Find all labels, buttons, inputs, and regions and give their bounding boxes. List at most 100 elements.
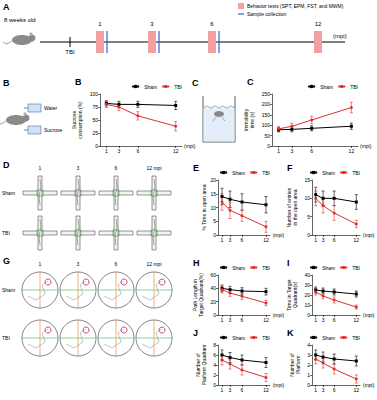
- svg-text:B: B: [3, 78, 10, 88]
- svg-text:12: 12: [263, 387, 269, 393]
- svg-text:(mpi): (mpi): [273, 312, 285, 318]
- svg-text:6: 6: [310, 148, 313, 154]
- svg-text:4: 4: [213, 362, 216, 368]
- svg-text:20: 20: [304, 292, 310, 298]
- svg-text:TBI: TBI: [350, 84, 358, 90]
- svg-text:1: 1: [39, 165, 42, 171]
- svg-text:Sample collection: Sample collection: [247, 11, 286, 17]
- svg-text:C: C: [247, 77, 254, 87]
- svg-text:1: 1: [221, 237, 224, 243]
- svg-text:100: 100: [90, 91, 99, 97]
- svg-text:(mpi): (mpi): [333, 33, 347, 39]
- svg-text:6: 6: [241, 387, 244, 393]
- svg-text:Sham: Sham: [2, 190, 15, 196]
- svg-text:E: E: [193, 163, 199, 173]
- svg-text:1: 1: [39, 261, 42, 267]
- svg-text:Target Quadrant(%): Target Quadrant(%): [198, 273, 204, 317]
- svg-text:3: 3: [229, 317, 232, 323]
- svg-text:12: 12: [354, 317, 360, 323]
- svg-text:1: 1: [314, 237, 317, 243]
- svg-text:in the open area: in the open area: [292, 189, 298, 225]
- svg-text:12: 12: [354, 387, 360, 393]
- svg-text:0: 0: [213, 382, 216, 388]
- svg-text:% Time in open area: % Time in open area: [201, 184, 207, 230]
- svg-text:3: 3: [290, 148, 293, 154]
- svg-text:1: 1: [98, 21, 102, 27]
- svg-text:C: C: [192, 78, 199, 88]
- svg-text:6: 6: [241, 317, 244, 323]
- svg-text:TBI: TBI: [174, 84, 182, 90]
- svg-text:(mpi): (mpi): [360, 143, 372, 149]
- svg-text:250: 250: [262, 91, 271, 97]
- svg-text:12: 12: [263, 237, 269, 243]
- svg-text:12 mpi: 12 mpi: [146, 261, 161, 267]
- svg-text:15: 15: [210, 191, 216, 197]
- svg-text:TBI: TBI: [262, 335, 270, 341]
- svg-text:8: 8: [213, 342, 216, 348]
- svg-text:20: 20: [210, 177, 216, 183]
- svg-text:Water: Water: [44, 105, 57, 111]
- svg-text:6: 6: [333, 237, 336, 243]
- svg-text:2: 2: [213, 372, 216, 378]
- svg-text:3: 3: [322, 317, 325, 323]
- svg-text:6: 6: [115, 165, 118, 171]
- svg-text:10: 10: [304, 302, 310, 308]
- svg-text:1: 1: [314, 387, 317, 393]
- svg-text:5: 5: [307, 214, 310, 220]
- svg-text:3: 3: [118, 148, 121, 154]
- svg-text:10: 10: [304, 195, 310, 201]
- svg-text:3: 3: [229, 237, 232, 243]
- svg-text:(mpi): (mpi): [363, 232, 375, 238]
- svg-text:75: 75: [92, 104, 98, 110]
- svg-text:Platform: Platform: [295, 356, 301, 375]
- svg-text:12 mpi: 12 mpi: [146, 165, 161, 171]
- svg-text:0: 0: [307, 312, 310, 318]
- svg-text:0: 0: [307, 382, 310, 388]
- svg-text:time (s): time (s): [249, 111, 255, 128]
- svg-text:J: J: [193, 328, 198, 338]
- svg-text:F: F: [287, 163, 293, 173]
- svg-text:1: 1: [105, 148, 108, 154]
- svg-text:3: 3: [322, 387, 325, 393]
- svg-text:6: 6: [333, 387, 336, 393]
- svg-text:TBI: TBI: [262, 170, 270, 176]
- svg-text:20: 20: [210, 299, 216, 305]
- svg-text:Sucrose: Sucrose: [44, 127, 63, 133]
- svg-text:(mpi): (mpi): [273, 382, 285, 388]
- svg-text:0: 0: [213, 232, 216, 238]
- svg-text:0: 0: [267, 143, 270, 149]
- svg-text:12: 12: [354, 237, 360, 243]
- svg-text:(mpi): (mpi): [273, 232, 285, 238]
- svg-text:Quadrant(s): Quadrant(s): [292, 281, 298, 308]
- svg-text:3: 3: [322, 237, 325, 243]
- svg-text:15: 15: [304, 177, 310, 183]
- svg-text:25: 25: [92, 130, 98, 136]
- svg-text:Sham: Sham: [322, 335, 335, 341]
- svg-text:Sham: Sham: [144, 84, 157, 90]
- svg-text:(mpi): (mpi): [363, 382, 375, 388]
- svg-text:3: 3: [77, 261, 80, 267]
- svg-text:TBI: TBI: [2, 335, 10, 341]
- svg-text:60: 60: [210, 272, 216, 278]
- svg-text:Sham: Sham: [232, 335, 245, 341]
- svg-text:3: 3: [307, 352, 310, 358]
- svg-text:6: 6: [241, 237, 244, 243]
- svg-text:0: 0: [95, 143, 98, 149]
- svg-text:30: 30: [304, 282, 310, 288]
- svg-text:1: 1: [221, 387, 224, 393]
- svg-text:K: K: [287, 328, 294, 338]
- svg-text:TBI: TBI: [65, 49, 75, 55]
- svg-text:consumption (%): consumption (%): [77, 101, 83, 139]
- svg-text:12: 12: [315, 21, 322, 27]
- svg-text:50: 50: [264, 133, 270, 139]
- svg-text:D: D: [3, 160, 10, 170]
- svg-text:TBI: TBI: [352, 335, 360, 341]
- svg-text:B: B: [75, 77, 82, 87]
- svg-text:3: 3: [77, 165, 80, 171]
- svg-text:Sham: Sham: [2, 287, 15, 293]
- svg-text:1: 1: [307, 372, 310, 378]
- svg-text:1: 1: [314, 317, 317, 323]
- svg-text:Sham: Sham: [322, 170, 335, 176]
- svg-text:TBI: TBI: [352, 265, 360, 271]
- svg-text:Sham: Sham: [320, 84, 333, 90]
